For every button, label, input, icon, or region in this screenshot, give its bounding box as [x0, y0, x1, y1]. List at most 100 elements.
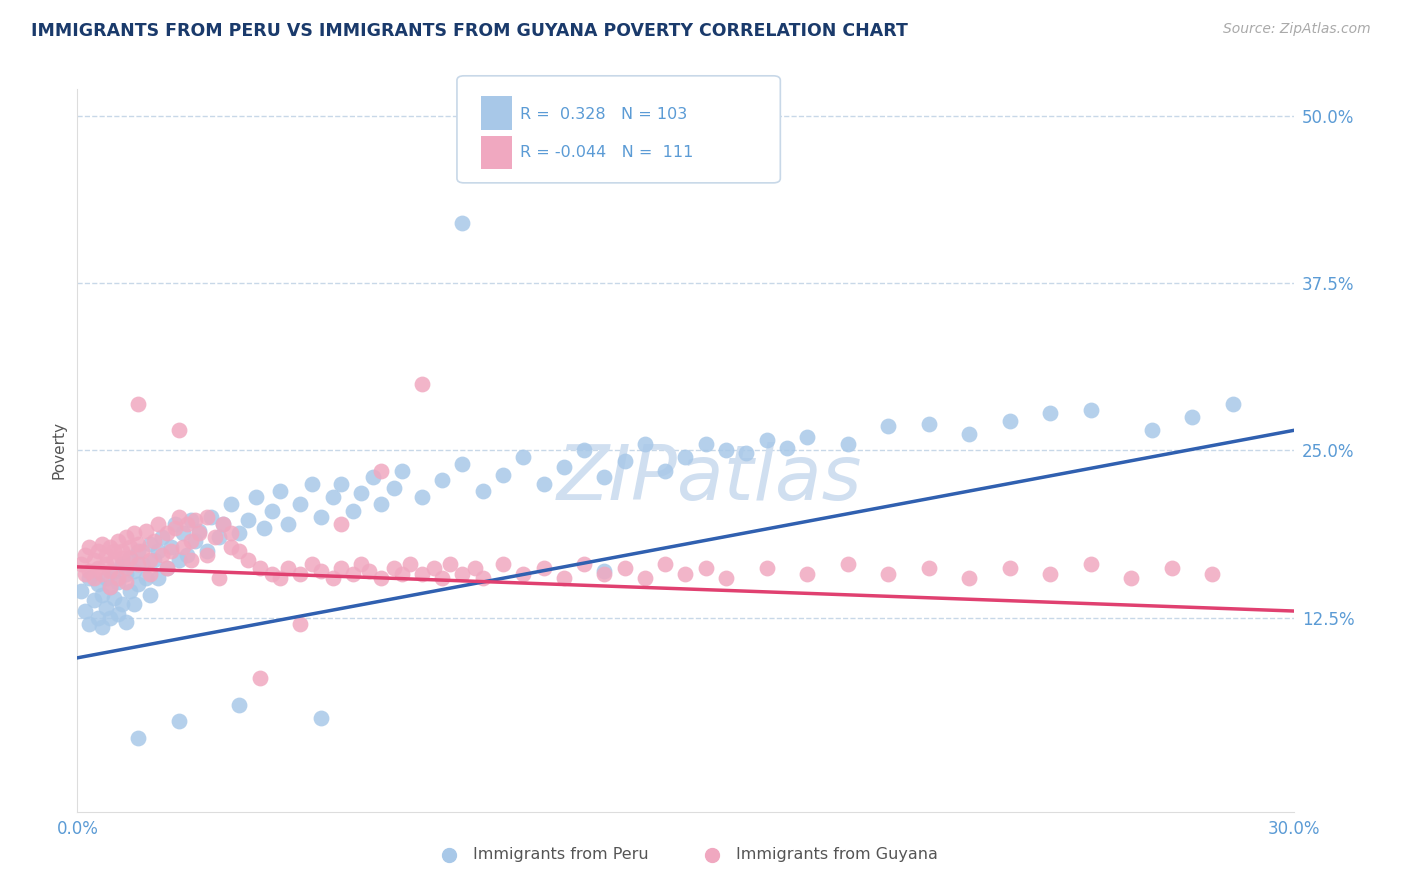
Point [131, 544, 153, 558]
Point [122, 598, 145, 612]
Text: ZIPatlas: ZIPatlas [557, 442, 862, 516]
Point [176, 548, 198, 562]
Point [471, 483, 494, 498]
Point [94, 548, 117, 562]
Point [309, 510, 332, 524]
Point [212, 517, 235, 532]
Point [439, 557, 461, 572]
Point [1140, 424, 1163, 438]
Point [253, 521, 276, 535]
Point [143, 553, 166, 567]
Point [90, 537, 112, 551]
Point [90, 620, 112, 634]
Point [94, 557, 117, 572]
Point [152, 548, 174, 562]
Point [184, 513, 207, 527]
Y-axis label: Poverty: Poverty [51, 421, 66, 480]
Point [249, 671, 271, 685]
Point [553, 571, 575, 585]
Point [75, 548, 97, 562]
Text: R =  0.328   N = 103: R = 0.328 N = 103 [520, 107, 688, 121]
Point [290, 566, 312, 581]
Point [70, 557, 93, 572]
Point [122, 526, 145, 541]
Point [918, 561, 941, 575]
Point [131, 557, 153, 572]
Point [83, 593, 105, 607]
Point [370, 464, 392, 478]
Point [111, 598, 134, 612]
Point [451, 566, 474, 581]
Point [1161, 561, 1184, 575]
Point [107, 571, 129, 585]
Point [533, 561, 555, 575]
Point [776, 441, 799, 455]
Point [118, 584, 141, 599]
Point [309, 564, 332, 578]
Point [143, 534, 166, 549]
Point [755, 561, 778, 575]
Point [350, 557, 373, 572]
Point [167, 510, 190, 524]
Point [172, 540, 194, 554]
Point [553, 459, 575, 474]
Point [221, 497, 243, 511]
Point [430, 473, 453, 487]
Point [115, 566, 138, 581]
Point [90, 588, 112, 602]
Point [290, 497, 312, 511]
Point [228, 698, 250, 712]
Text: R = -0.044   N =  111: R = -0.044 N = 111 [520, 145, 693, 160]
Point [269, 571, 291, 585]
Point [228, 526, 250, 541]
Point [111, 557, 134, 572]
Point [464, 561, 486, 575]
Point [634, 437, 657, 451]
Point [329, 517, 352, 532]
Point [98, 564, 121, 578]
Point [1080, 557, 1102, 572]
Point [86, 561, 108, 575]
Point [533, 476, 555, 491]
Point [107, 607, 129, 621]
Point [155, 561, 177, 575]
Point [245, 491, 267, 505]
Point [115, 574, 138, 589]
Point [204, 530, 226, 544]
Point [195, 510, 218, 524]
Point [359, 564, 381, 578]
Point [79, 617, 101, 632]
Point [837, 437, 859, 451]
Point [329, 476, 352, 491]
Point [107, 574, 129, 589]
Text: IMMIGRANTS FROM PERU VS IMMIGRANTS FROM GUYANA POVERTY CORRELATION CHART: IMMIGRANTS FROM PERU VS IMMIGRANTS FROM … [31, 22, 908, 40]
Point [370, 571, 392, 585]
Point [221, 540, 243, 554]
Point [634, 571, 657, 585]
Point [277, 561, 299, 575]
Point [75, 566, 97, 581]
Point [236, 513, 259, 527]
Point [613, 454, 636, 468]
Text: Source: ZipAtlas.com: Source: ZipAtlas.com [1223, 22, 1371, 37]
Point [451, 457, 474, 471]
Point [180, 513, 202, 527]
Point [675, 566, 697, 581]
Point [695, 437, 717, 451]
Point [167, 714, 190, 728]
Point [451, 216, 474, 230]
Point [269, 483, 291, 498]
Point [180, 534, 202, 549]
Point [342, 566, 364, 581]
Point [492, 557, 515, 572]
Point [998, 414, 1021, 428]
Point [163, 521, 186, 535]
Point [277, 517, 299, 532]
Point [115, 561, 138, 575]
Point [221, 526, 243, 541]
Point [79, 571, 101, 585]
Point [98, 540, 121, 554]
Point [127, 557, 149, 572]
Point [370, 497, 392, 511]
Point [877, 419, 900, 434]
